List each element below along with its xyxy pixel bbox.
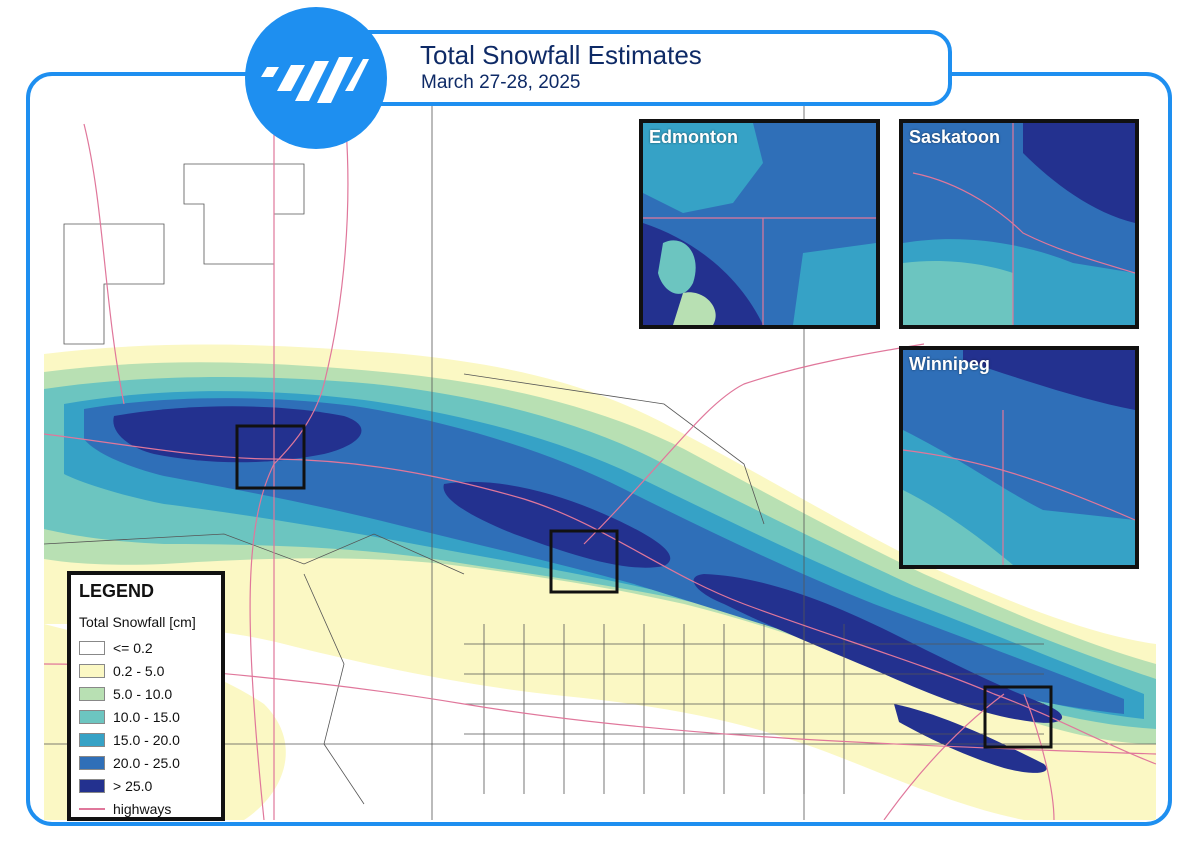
legend-swatch xyxy=(79,755,105,770)
highway-lines xyxy=(44,104,1156,820)
edmonton-box xyxy=(235,424,306,490)
legend-swatch xyxy=(79,686,105,701)
legend-item-label: 20.0 - 25.0 xyxy=(113,754,180,771)
saskatoon-box xyxy=(549,529,619,594)
inset-saskatoon-label: Saskatoon xyxy=(909,127,1001,147)
legend: LEGEND Total Snowfall [cm] <= 0.2 0.2 - … xyxy=(67,571,225,821)
legend-subtitle: Total Snowfall [cm] xyxy=(79,614,196,630)
inset-edmonton-label: Edmonton xyxy=(649,127,738,147)
winnipeg-box xyxy=(983,685,1053,749)
legend-item: 20.0 - 25.0 xyxy=(77,751,215,774)
weather-network-slash-logo-icon xyxy=(261,57,369,103)
legend-item: 10.0 - 15.0 xyxy=(77,705,215,728)
logo xyxy=(245,7,387,149)
inset-edmonton: Edmonton xyxy=(639,119,880,329)
legend-item-label: 15.0 - 20.0 xyxy=(113,731,180,748)
snowfall-map-graphic xyxy=(44,104,1156,820)
inset-saskatoon-graphic xyxy=(903,123,1135,325)
legend-title: LEGEND xyxy=(79,581,155,601)
snowfall-map xyxy=(44,104,1156,820)
legend-item: > 25.0 xyxy=(77,774,215,797)
snowfall-bands xyxy=(44,344,1156,820)
page-title: Total Snowfall Estimates xyxy=(420,40,702,70)
legend-item-highways: highways xyxy=(77,797,215,820)
legend-item-label: 0.2 - 5.0 xyxy=(113,662,165,679)
legend-item-label: <= 0.2 xyxy=(113,639,153,656)
legend-swatch xyxy=(79,640,105,655)
inset-edmonton-graphic xyxy=(643,123,876,325)
legend-item-label: 5.0 - 10.0 xyxy=(113,685,173,702)
legend-swatch xyxy=(79,709,105,724)
page-subtitle: March 27-28, 2025 xyxy=(421,72,581,93)
inset-winnipeg-label: Winnipeg xyxy=(909,354,990,374)
legend-swatch xyxy=(79,732,105,747)
legend-item: <= 0.2 xyxy=(77,636,215,659)
legend-item: 5.0 - 10.0 xyxy=(77,682,215,705)
inset-winnipeg-graphic xyxy=(903,350,1135,565)
legend-item-label: > 25.0 xyxy=(113,777,153,794)
inset-saskatoon: Saskatoon xyxy=(899,119,1139,329)
legend-item: 0.2 - 5.0 xyxy=(77,659,215,682)
inset-winnipeg: Winnipeg xyxy=(899,346,1139,569)
legend-item-label: 10.0 - 15.0 xyxy=(113,708,180,725)
legend-swatch xyxy=(79,778,105,793)
legend-swatch xyxy=(79,663,105,678)
highway-line-icon xyxy=(79,807,105,810)
header-box xyxy=(300,30,952,106)
legend-highways-label: highways xyxy=(113,800,172,817)
legend-item: 15.0 - 20.0 xyxy=(77,728,215,751)
